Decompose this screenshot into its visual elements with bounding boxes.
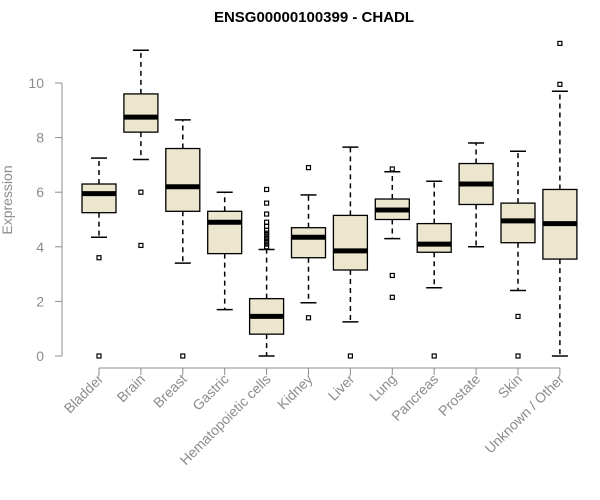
- outlier-point: [305, 165, 312, 171]
- outlier-point: [264, 211, 270, 217]
- iqr-box: [207, 210, 243, 255]
- x-tick-label: Skin: [495, 371, 526, 402]
- outlier-point: [138, 189, 144, 195]
- outlier-point: [264, 223, 270, 229]
- outlier-point: [557, 40, 563, 47]
- x-tick-label: Unknown / Other: [481, 371, 567, 457]
- box-lung: [374, 166, 410, 300]
- outlier-point: [264, 200, 270, 206]
- y-tick-label: 10: [28, 75, 44, 91]
- outlier-point: [96, 353, 102, 359]
- iqr-box: [165, 147, 201, 212]
- y-tick-label: 6: [36, 184, 44, 200]
- box-bladder: [81, 157, 117, 359]
- box-skin: [500, 150, 536, 359]
- outlier-point: [264, 238, 270, 244]
- chart-title: ENSG00000100399 - CHADL: [214, 9, 414, 26]
- box-breast: [165, 119, 201, 359]
- box-brain: [123, 49, 159, 249]
- x-tick-label: Prostate: [435, 371, 483, 419]
- box-pancreas: [416, 180, 452, 359]
- iqr-box: [123, 93, 159, 133]
- y-tick-label: 4: [36, 239, 44, 255]
- x-tick-label: Breast: [150, 371, 190, 411]
- x-tick-label: Kidney: [274, 371, 316, 413]
- y-tick-label: 8: [36, 130, 44, 146]
- iqr-box: [290, 227, 327, 259]
- iqr-box: [332, 214, 369, 271]
- outlier-point: [389, 272, 395, 279]
- box-unknown-other: [542, 40, 578, 357]
- outlier-point: [264, 219, 270, 225]
- x-tick-label: Brain: [114, 371, 148, 405]
- outlier-point: [515, 353, 521, 359]
- box-liver: [332, 146, 369, 359]
- y-tick-label: 0: [36, 348, 44, 364]
- outlier-point: [515, 313, 521, 320]
- x-tick-label: Liver: [325, 371, 358, 404]
- outlier-point: [264, 233, 270, 239]
- outlier-point: [264, 186, 270, 193]
- iqr-box: [81, 183, 117, 214]
- outlier-point: [180, 353, 186, 359]
- outlier-point: [264, 244, 270, 250]
- y-tick-label: 2: [36, 293, 44, 309]
- outlier-point: [96, 255, 102, 261]
- boxes: [81, 40, 578, 359]
- axes: 0 2 4 6 8 10: [28, 75, 560, 369]
- outlier-point: [389, 294, 395, 300]
- box-hematopoietic-cells: [248, 186, 285, 357]
- x-tick-label: Pancreas: [388, 371, 441, 424]
- outlier-point: [305, 315, 312, 321]
- outlier-point: [389, 166, 395, 172]
- box-prostate: [458, 142, 494, 248]
- outlier-point: [557, 81, 563, 87]
- outlier-point: [264, 236, 270, 242]
- box-kidney: [290, 165, 327, 321]
- x-tick-label: Bladder: [61, 371, 107, 417]
- iqr-box: [416, 222, 452, 253]
- x-tick-label: Lung: [366, 371, 399, 404]
- outlier-point: [264, 230, 270, 236]
- y-axis-label: Expression: [0, 165, 15, 234]
- outlier-point: [264, 227, 270, 234]
- outlier-point: [347, 353, 353, 359]
- outlier-point: [264, 241, 270, 247]
- box-gastric: [207, 191, 243, 311]
- outlier-point: [431, 353, 437, 359]
- outlier-point: [138, 242, 144, 249]
